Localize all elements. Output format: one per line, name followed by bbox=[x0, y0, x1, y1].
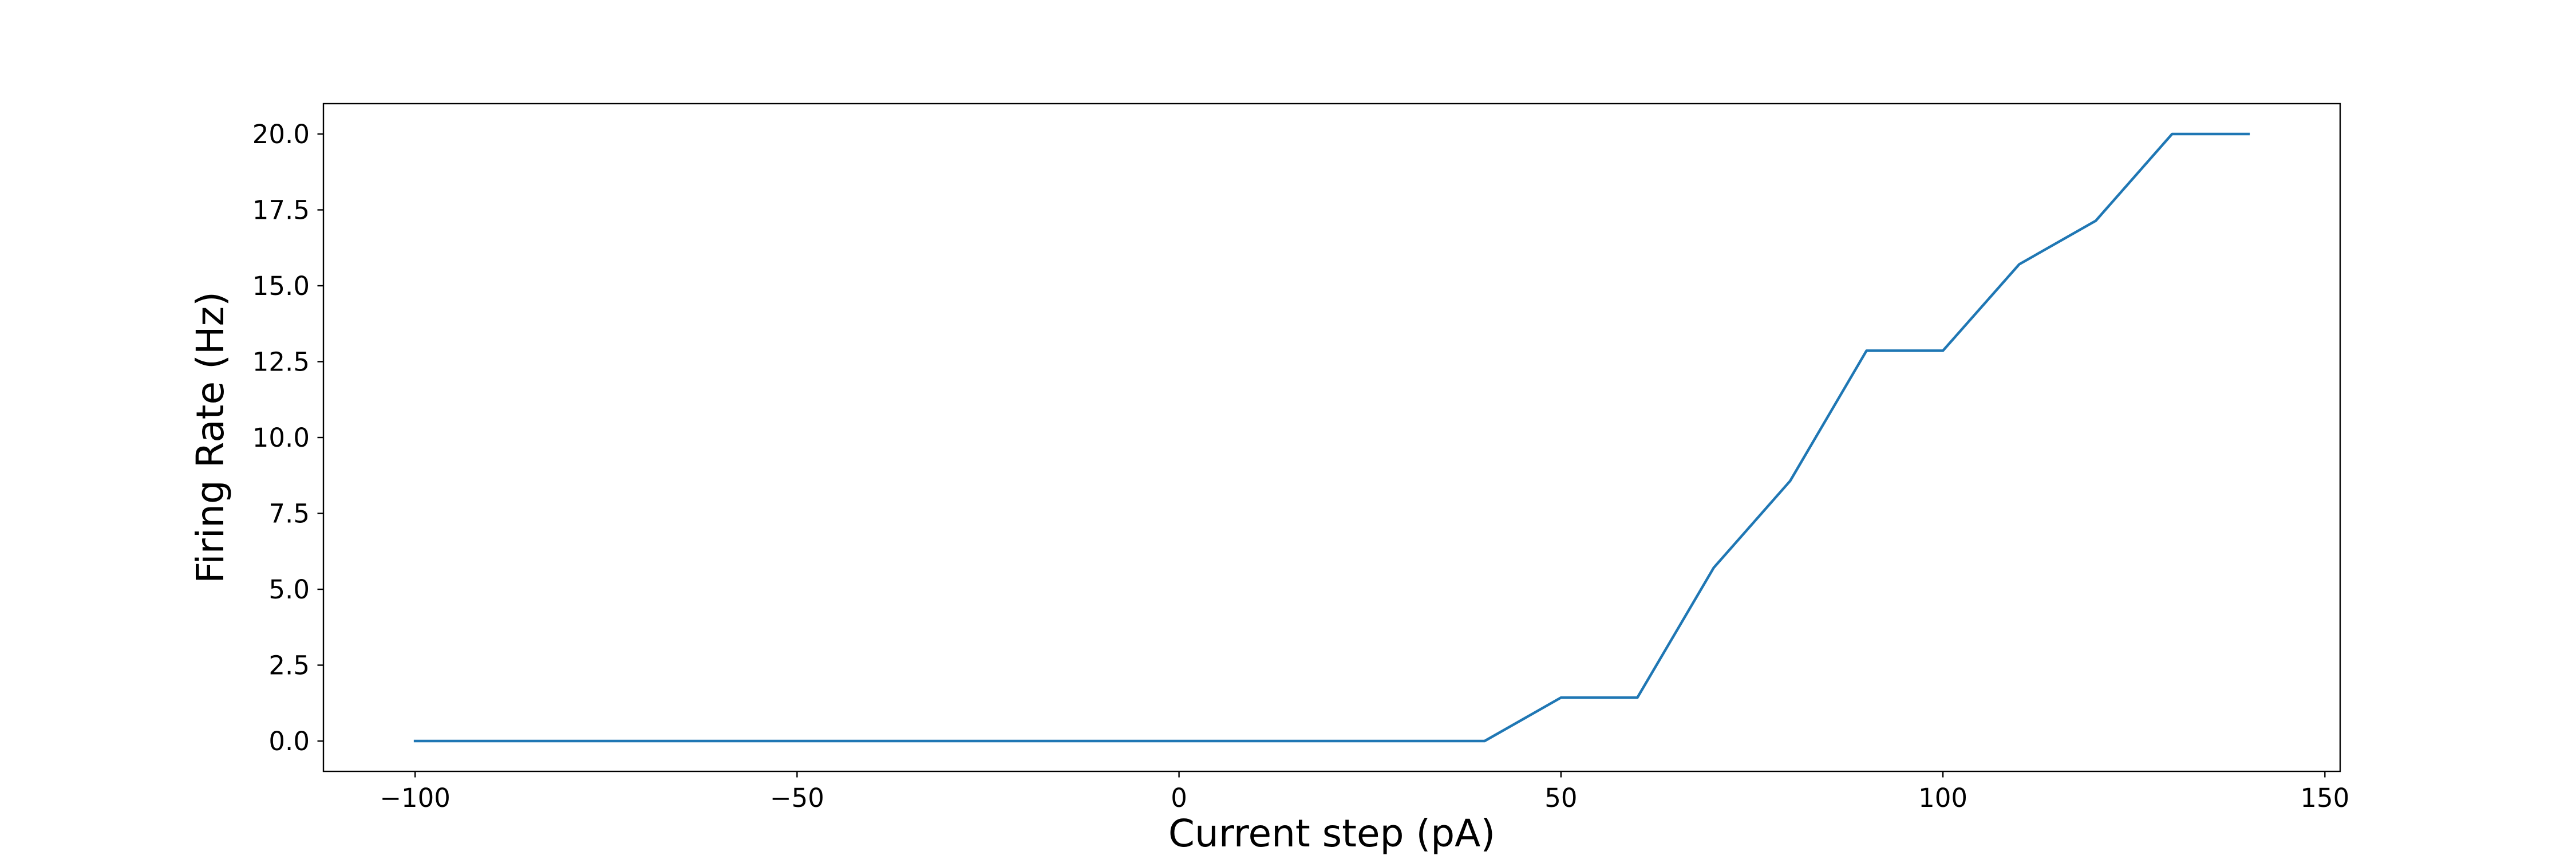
series-line bbox=[413, 132, 2250, 743]
y-tick-label: 2.5 bbox=[268, 651, 310, 681]
y-axis: 0.0 2.5 5.0 7.5 10.0 12.5 15.0 17.5 20.0 bbox=[252, 119, 323, 756]
y-tick-label: 7.5 bbox=[268, 499, 310, 529]
x-tick-label: 100 bbox=[1918, 783, 1967, 813]
x-tick-label: 50 bbox=[1544, 783, 1577, 813]
axes-frame bbox=[322, 103, 2341, 773]
y-tick-label: 0.0 bbox=[268, 726, 310, 756]
x-axis-label: Current step (pA) bbox=[1168, 811, 1495, 856]
y-tick-label: 12.5 bbox=[252, 347, 310, 377]
x-tick-label: −100 bbox=[380, 783, 451, 813]
x-tick-label: 0 bbox=[1171, 783, 1187, 813]
y-tick-label: 5.0 bbox=[268, 574, 310, 605]
y-tick-label: 17.5 bbox=[252, 195, 310, 226]
x-tick-label: 150 bbox=[2300, 783, 2349, 813]
x-axis: −100 −50 0 50 100 150 bbox=[380, 771, 2349, 813]
y-axis-label: Firing Rate (Hz) bbox=[188, 291, 232, 584]
plot-area bbox=[413, 132, 2250, 743]
y-tick-label: 15.0 bbox=[252, 271, 310, 301]
y-tick-label: 20.0 bbox=[252, 119, 310, 149]
y-tick-label: 10.0 bbox=[252, 423, 310, 453]
x-tick-label: −50 bbox=[770, 783, 824, 813]
